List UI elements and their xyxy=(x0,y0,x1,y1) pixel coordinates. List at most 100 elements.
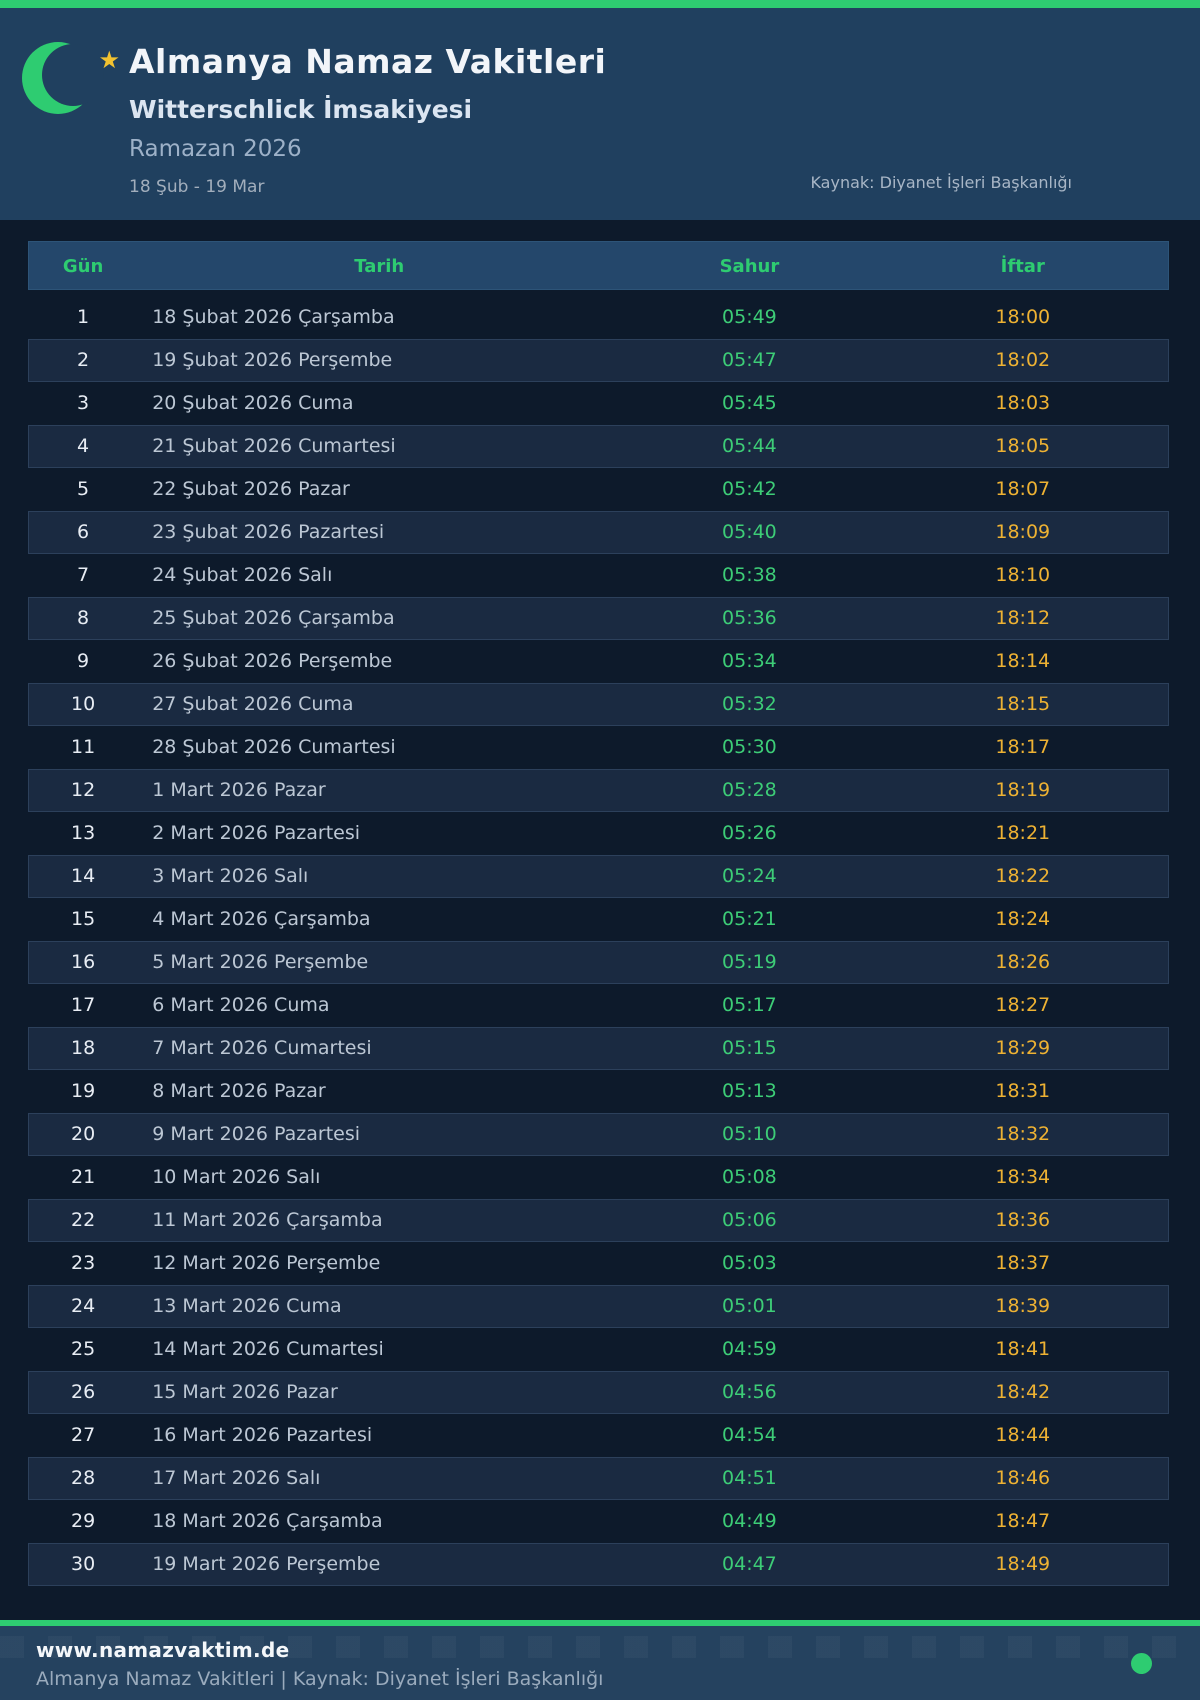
iftar-time: 18:07 xyxy=(995,478,1051,500)
logo: ★ xyxy=(22,34,122,134)
date-cell: 5 Mart 2026 Perşembe xyxy=(152,951,369,973)
table-row: 2 19 Şubat 2026 Perşembe 05:47 18:02 xyxy=(28,339,1169,382)
date-cell: 4 Mart 2026 Çarşamba xyxy=(152,908,371,930)
sahur-time: 05:30 xyxy=(722,736,777,758)
date-cell: 11 Mart 2026 Çarşamba xyxy=(152,1209,383,1231)
sahur-time: 05:06 xyxy=(722,1209,777,1231)
page-subtitle: Witterschlick İmsakiyesi xyxy=(129,95,473,124)
table-row: 23 12 Mart 2026 Perşembe 05:03 18:37 xyxy=(28,1242,1169,1285)
iftar-time: 18:37 xyxy=(995,1252,1051,1274)
day-number: 10 xyxy=(71,693,96,715)
table-row: 12 1 Mart 2026 Pazar 05:28 18:19 xyxy=(28,769,1169,812)
iftar-time: 18:05 xyxy=(995,435,1051,457)
page-footer: www.namazvaktim.de Almanya Namaz Vakitle… xyxy=(0,1626,1200,1700)
sahur-time: 05:03 xyxy=(722,1252,777,1274)
sahur-time: 05:49 xyxy=(722,306,777,328)
iftar-time: 18:12 xyxy=(995,607,1051,629)
table-row: 5 22 Şubat 2026 Pazar 05:42 18:07 xyxy=(28,468,1169,511)
date-cell: 24 Şubat 2026 Salı xyxy=(152,564,333,586)
sahur-time: 05:24 xyxy=(722,865,777,887)
sahur-time: 05:10 xyxy=(722,1123,777,1145)
day-number: 5 xyxy=(77,478,90,500)
date-cell: 13 Mart 2026 Cuma xyxy=(152,1295,342,1317)
date-cell: 3 Mart 2026 Salı xyxy=(152,865,309,887)
sahur-time: 05:47 xyxy=(722,349,777,371)
day-number: 11 xyxy=(71,736,96,758)
date-cell: 2 Mart 2026 Pazartesi xyxy=(152,822,361,844)
day-number: 8 xyxy=(77,607,90,629)
date-cell: 12 Mart 2026 Perşembe xyxy=(152,1252,381,1274)
day-number: 27 xyxy=(71,1424,96,1446)
table-row: 25 14 Mart 2026 Cumartesi 04:59 18:41 xyxy=(28,1328,1169,1371)
table-row: 15 4 Mart 2026 Çarşamba 05:21 18:24 xyxy=(28,898,1169,941)
column-header-date: Tarih xyxy=(354,256,405,277)
day-number: 4 xyxy=(77,435,90,457)
table-row: 20 9 Mart 2026 Pazartesi 05:10 18:32 xyxy=(28,1113,1169,1156)
iftar-time: 18:03 xyxy=(995,392,1051,414)
day-number: 24 xyxy=(71,1295,96,1317)
sahur-time: 04:56 xyxy=(722,1381,777,1403)
footer-accent-line xyxy=(0,1620,1200,1626)
table-row: 26 15 Mart 2026 Pazar 04:56 18:42 xyxy=(28,1371,1169,1414)
sahur-time: 05:15 xyxy=(722,1037,777,1059)
day-number: 12 xyxy=(71,779,96,801)
table-header-row: Gün Tarih Sahur İftar xyxy=(28,241,1169,290)
date-cell: 20 Şubat 2026 Cuma xyxy=(152,392,354,414)
website-url[interactable]: www.namazvaktim.de xyxy=(36,1638,290,1662)
table-row: 16 5 Mart 2026 Perşembe 05:19 18:26 xyxy=(28,941,1169,984)
iftar-time: 18:44 xyxy=(995,1424,1051,1446)
table-row: 11 28 Şubat 2026 Cumartesi 05:30 18:17 xyxy=(28,726,1169,769)
table-body: 1 18 Şubat 2026 Çarşamba 05:49 18:00 2 1… xyxy=(28,296,1169,1586)
date-cell: 15 Mart 2026 Pazar xyxy=(152,1381,338,1403)
table-row: 22 11 Mart 2026 Çarşamba 05:06 18:36 xyxy=(28,1199,1169,1242)
date-cell: 14 Mart 2026 Cumartesi xyxy=(152,1338,384,1360)
day-number: 29 xyxy=(71,1510,96,1532)
day-number: 16 xyxy=(71,951,96,973)
day-number: 19 xyxy=(71,1080,96,1102)
date-cell: 1 Mart 2026 Pazar xyxy=(152,779,326,801)
iftar-time: 18:41 xyxy=(995,1338,1051,1360)
table-row: 8 25 Şubat 2026 Çarşamba 05:36 18:12 xyxy=(28,597,1169,640)
date-cell: 9 Mart 2026 Pazartesi xyxy=(152,1123,361,1145)
table-row: 18 7 Mart 2026 Cumartesi 05:15 18:29 xyxy=(28,1027,1169,1070)
top-accent-bar xyxy=(0,0,1200,8)
table-row: 7 24 Şubat 2026 Salı 05:38 18:10 xyxy=(28,554,1169,597)
date-cell: 7 Mart 2026 Cumartesi xyxy=(152,1037,372,1059)
date-cell: 25 Şubat 2026 Çarşamba xyxy=(152,607,395,629)
table-row: 19 8 Mart 2026 Pazar 05:13 18:31 xyxy=(28,1070,1169,1113)
source-note: Kaynak: Diyanet İşleri Başkanlığı xyxy=(810,173,1072,192)
sahur-time: 05:28 xyxy=(722,779,777,801)
table-row: 27 16 Mart 2026 Pazartesi 04:54 18:44 xyxy=(28,1414,1169,1457)
iftar-time: 18:46 xyxy=(995,1467,1051,1489)
date-cell: 18 Şubat 2026 Çarşamba xyxy=(152,306,395,328)
date-cell: 19 Mart 2026 Perşembe xyxy=(152,1553,381,1575)
iftar-time: 18:21 xyxy=(995,822,1051,844)
sahur-time: 04:54 xyxy=(722,1424,777,1446)
date-cell: 8 Mart 2026 Pazar xyxy=(152,1080,326,1102)
date-range: 18 Şub - 19 Mar xyxy=(129,177,265,197)
prayer-times-table: Gün Tarih Sahur İftar 1 18 Şubat 2026 Ça… xyxy=(28,241,1169,1586)
iftar-time: 18:02 xyxy=(995,349,1051,371)
iftar-time: 18:09 xyxy=(995,521,1051,543)
iftar-time: 18:00 xyxy=(995,306,1051,328)
day-number: 26 xyxy=(71,1381,96,1403)
day-number: 28 xyxy=(71,1467,96,1489)
sahur-time: 05:42 xyxy=(722,478,777,500)
day-number: 20 xyxy=(71,1123,96,1145)
sahur-time: 04:47 xyxy=(722,1553,777,1575)
iftar-time: 18:26 xyxy=(995,951,1051,973)
star-icon: ★ xyxy=(98,46,120,74)
iftar-time: 18:49 xyxy=(995,1553,1051,1575)
iftar-time: 18:39 xyxy=(995,1295,1051,1317)
sahur-time: 05:21 xyxy=(722,908,777,930)
table-row: 21 10 Mart 2026 Salı 05:08 18:34 xyxy=(28,1156,1169,1199)
table-row: 14 3 Mart 2026 Salı 05:24 18:22 xyxy=(28,855,1169,898)
day-number: 1 xyxy=(77,306,90,328)
day-number: 9 xyxy=(77,650,90,672)
iftar-time: 18:19 xyxy=(995,779,1051,801)
sahur-time: 05:26 xyxy=(722,822,777,844)
table-row: 4 21 Şubat 2026 Cumartesi 05:44 18:05 xyxy=(28,425,1169,468)
iftar-time: 18:36 xyxy=(995,1209,1051,1231)
table-row: 28 17 Mart 2026 Salı 04:51 18:46 xyxy=(28,1457,1169,1500)
day-number: 15 xyxy=(71,908,96,930)
